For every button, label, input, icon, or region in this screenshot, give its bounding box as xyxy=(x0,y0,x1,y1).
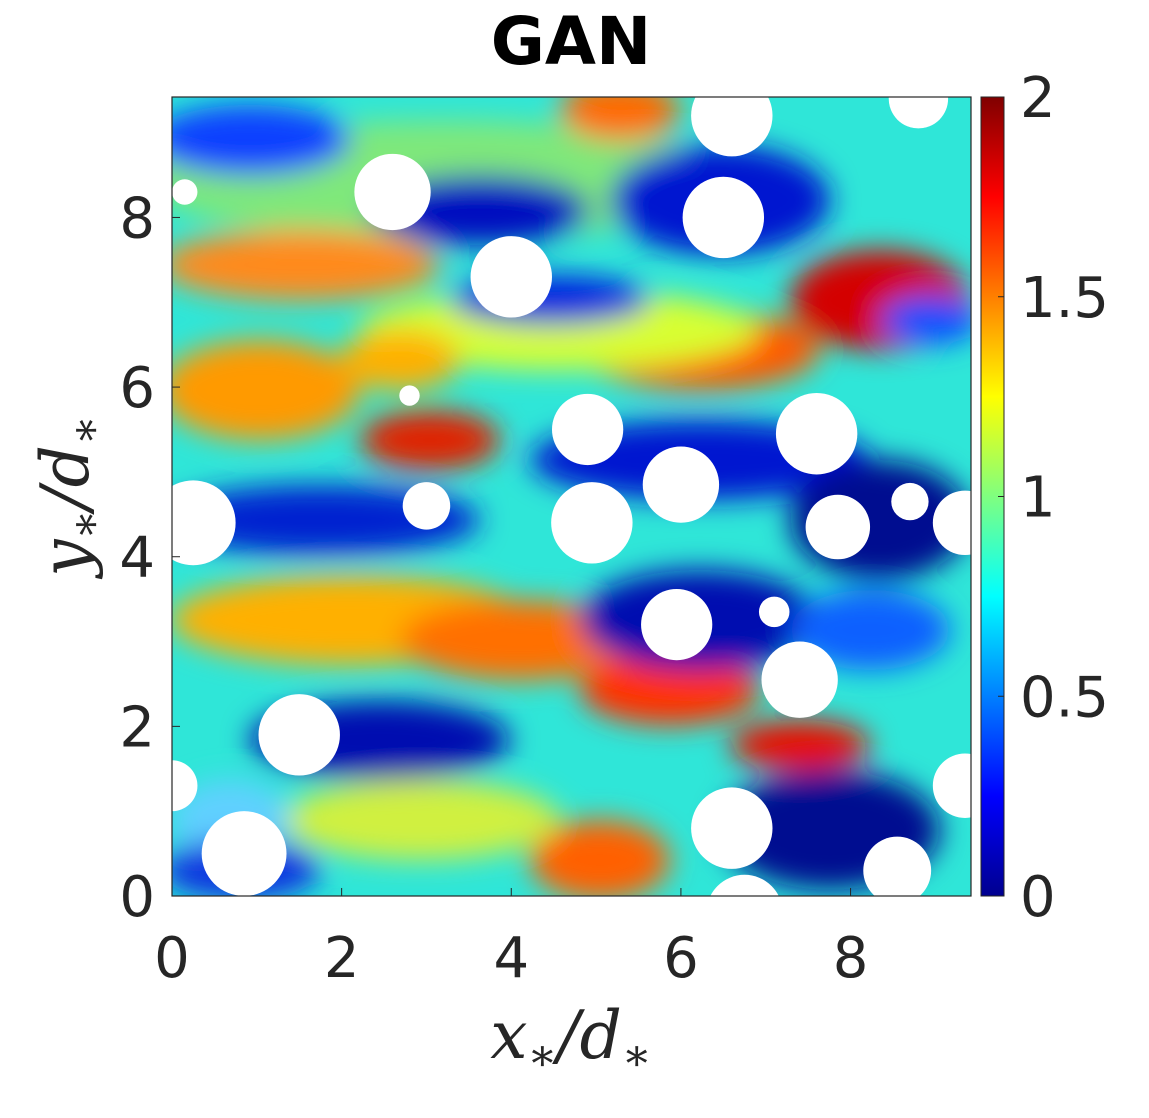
obstacle-10 xyxy=(172,480,236,566)
colorbar-tick-label: 2 xyxy=(1020,66,1056,131)
x-tick-label: 2 xyxy=(324,926,360,991)
y-axis-label-den: d xyxy=(27,445,104,487)
x-axis-label-den-sub: ∗ xyxy=(622,1030,652,1081)
obstacle-21 xyxy=(932,753,971,818)
obstacle-3 xyxy=(682,176,765,259)
y-axis: 0 2 4 6 8 xyxy=(119,186,180,930)
colorbar-ticks: 0 0.5 1 1.5 2 xyxy=(998,66,1109,930)
obstacle-14 xyxy=(891,482,929,521)
y-tick-label: 0 xyxy=(119,865,155,930)
x-tick-label: 0 xyxy=(154,926,190,991)
colorbar-tick-label: 1.5 xyxy=(1020,266,1109,331)
y-tick-label: 2 xyxy=(119,695,155,760)
obstacle-5 xyxy=(888,97,949,129)
obstacle-9 xyxy=(642,446,720,523)
x-axis-label-den: d xyxy=(580,997,622,1074)
obstacle-1 xyxy=(172,179,198,205)
plot-area xyxy=(172,97,971,896)
x-axis-label: x∗/d∗ xyxy=(490,997,652,1081)
obstacle-18 xyxy=(761,641,838,718)
x-axis: 0 2 4 6 8 xyxy=(154,888,868,991)
obstacle-22 xyxy=(691,787,773,869)
x-tick-label: 6 xyxy=(663,926,699,991)
obstacle-11 xyxy=(402,482,451,530)
obstacle-23 xyxy=(201,811,287,896)
obstacle-6 xyxy=(399,385,420,406)
x-tick-label: 8 xyxy=(833,926,869,991)
y-axis-label-den-sub: ∗ xyxy=(60,415,111,445)
obstacle-25 xyxy=(710,874,779,896)
obstacle-24 xyxy=(863,836,932,896)
chart-title: GAN xyxy=(491,3,652,80)
obstacle-8 xyxy=(775,393,858,475)
y-tick-label: 6 xyxy=(119,356,155,421)
obstacle-12 xyxy=(551,482,633,564)
obstacle-4 xyxy=(691,97,773,157)
y-tick-label: 4 xyxy=(119,526,155,591)
obstacle-2 xyxy=(470,236,552,318)
obstacle-19 xyxy=(258,694,340,776)
obstacle-7 xyxy=(551,393,624,466)
x-axis-label-sub: ∗ xyxy=(527,1030,557,1081)
y-axis-label: y∗/d∗ xyxy=(27,415,111,580)
colorbar-tick-label: 0 xyxy=(1020,865,1056,930)
colorbar-tick-label: 1 xyxy=(1020,466,1056,531)
obstacle-20 xyxy=(172,760,198,812)
obstacle-13 xyxy=(805,494,871,560)
obstacle-17 xyxy=(758,596,790,628)
x-axis-label-var: x xyxy=(490,997,527,1074)
y-axis-label-sub: ∗ xyxy=(60,510,111,540)
x-tick-label: 4 xyxy=(493,926,529,991)
obstacle-15 xyxy=(932,490,971,556)
plot-frame xyxy=(171,96,972,897)
colorbar-tick-label: 0.5 xyxy=(1020,665,1109,730)
y-axis-label-var: y xyxy=(27,539,104,580)
obstacle-16 xyxy=(641,588,713,661)
y-tick-label: 8 xyxy=(119,186,155,251)
obstacle-0 xyxy=(354,153,431,231)
obstacle-layer xyxy=(172,97,971,896)
